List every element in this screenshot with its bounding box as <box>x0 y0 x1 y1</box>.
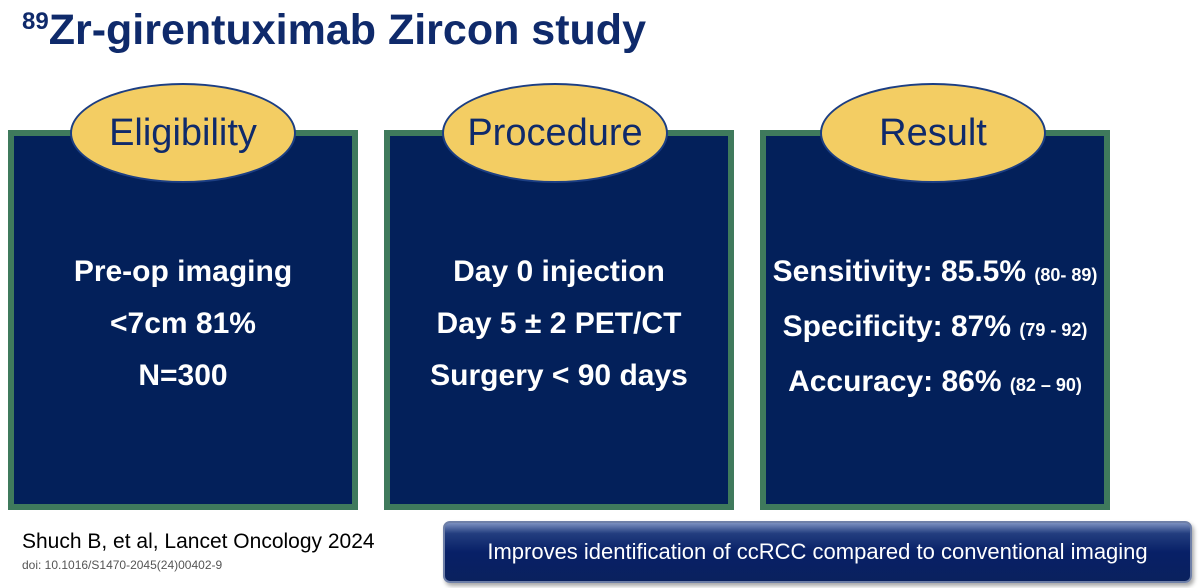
result-ci: (82 – 90) <box>1009 375 1082 395</box>
eligibility-line: N=300 <box>138 359 228 392</box>
result-ci: (80- 89) <box>1034 265 1098 285</box>
slide-title: 89Zr-girentuximab Zircon study <box>22 6 646 55</box>
procedure-panel: Day 0 injection Day 5 ± 2 PET/CT Surgery… <box>384 130 734 510</box>
result-line: Specificity: 87% (79 - 92) <box>766 301 1104 356</box>
doi: doi: 10.1016/S1470-2045(24)00402-9 <box>22 558 223 572</box>
result-line: Accuracy: 86% (82 – 90) <box>766 356 1104 411</box>
result-main: Sensitivity: 85.5% <box>772 255 1027 288</box>
procedure-line: Day 5 ± 2 PET/CT <box>436 307 682 340</box>
result-heading: Result <box>820 83 1046 183</box>
result-panel: Sensitivity: 85.5% (80- 89) Specificity:… <box>760 130 1110 510</box>
eligibility-heading: Eligibility <box>70 83 296 183</box>
eligibility-line: Pre-op imaging <box>73 255 293 288</box>
eligibility-panel: Pre-op imaging <7cm 81% N=300 <box>8 130 358 510</box>
procedure-line: Day 0 injection <box>453 255 665 288</box>
result-line: Sensitivity: 85.5% (80- 89) <box>766 246 1104 301</box>
result-ci: (79 - 92) <box>1019 320 1088 340</box>
result-main: Accuracy: 86% <box>788 365 1002 398</box>
procedure-line: Surgery < 90 days <box>430 359 688 392</box>
procedure-heading: Procedure <box>442 83 668 183</box>
result-main: Specificity: 87% <box>782 310 1012 343</box>
eligibility-body: Pre-op imaging <7cm 81% N=300 <box>14 246 352 402</box>
result-body: Sensitivity: 85.5% (80- 89) Specificity:… <box>766 246 1104 411</box>
title-superscript: 89 <box>22 8 49 35</box>
conclusion-banner: Improves identification of ccRCC compare… <box>443 521 1192 583</box>
citation: Shuch B, et al, Lancet Oncology 2024 <box>22 530 375 553</box>
eligibility-line: <7cm 81% <box>110 307 256 340</box>
title-text: Zr-girentuximab Zircon study <box>48 6 646 54</box>
procedure-body: Day 0 injection Day 5 ± 2 PET/CT Surgery… <box>390 246 728 402</box>
